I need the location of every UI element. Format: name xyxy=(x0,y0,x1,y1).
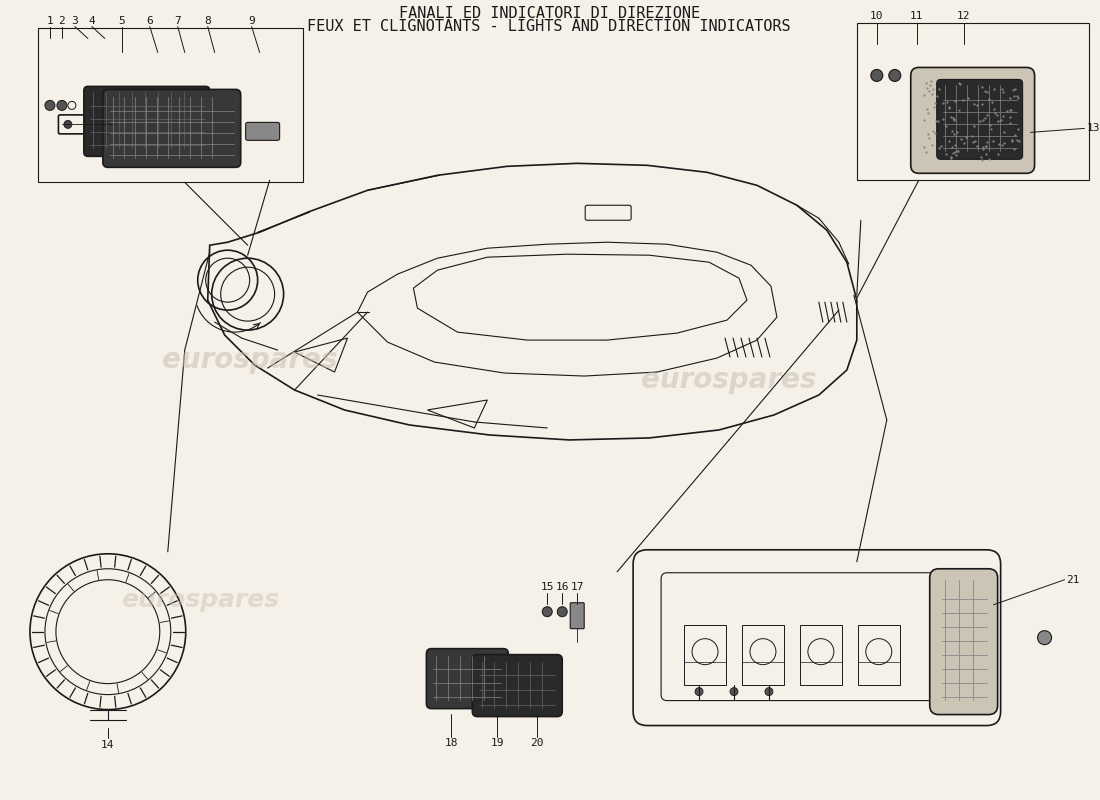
Bar xyxy=(742,625,784,685)
Text: 20: 20 xyxy=(530,738,544,747)
Circle shape xyxy=(889,70,901,82)
Text: 8: 8 xyxy=(205,15,211,26)
Circle shape xyxy=(695,688,703,695)
FancyBboxPatch shape xyxy=(472,654,562,717)
FancyBboxPatch shape xyxy=(911,67,1035,174)
Text: 14: 14 xyxy=(101,739,114,750)
Circle shape xyxy=(64,120,72,128)
Text: FANALI ED INDICATORI DI DIREZIONE: FANALI ED INDICATORI DI DIREZIONE xyxy=(398,6,700,21)
Text: eurospares: eurospares xyxy=(162,346,338,374)
Text: 5: 5 xyxy=(119,15,125,26)
Text: 19: 19 xyxy=(491,738,504,747)
FancyBboxPatch shape xyxy=(570,602,584,629)
FancyBboxPatch shape xyxy=(427,649,508,709)
Text: 7: 7 xyxy=(175,15,182,26)
Text: 13: 13 xyxy=(1087,123,1100,134)
Circle shape xyxy=(871,70,883,82)
Circle shape xyxy=(730,688,738,695)
Text: 6: 6 xyxy=(146,15,153,26)
Text: 4: 4 xyxy=(88,15,96,26)
Bar xyxy=(684,625,726,685)
Text: 21: 21 xyxy=(1067,574,1080,585)
Text: eurospares: eurospares xyxy=(641,366,816,394)
Text: FEUX ET CLIGNOTANTS - LIGHTS AND DIRECTION INDICATORS: FEUX ET CLIGNOTANTS - LIGHTS AND DIRECTI… xyxy=(307,18,791,34)
Text: 18: 18 xyxy=(444,738,458,747)
FancyBboxPatch shape xyxy=(930,569,998,714)
FancyBboxPatch shape xyxy=(84,86,210,156)
Bar xyxy=(800,625,842,685)
Text: 10: 10 xyxy=(870,10,883,21)
Circle shape xyxy=(542,606,552,617)
Text: 16: 16 xyxy=(556,582,569,592)
Circle shape xyxy=(57,101,67,110)
Text: 15: 15 xyxy=(540,582,554,592)
Text: 17: 17 xyxy=(571,582,584,592)
Text: 11: 11 xyxy=(910,10,924,21)
Bar xyxy=(858,625,900,685)
Text: 12: 12 xyxy=(957,10,970,21)
Text: 2: 2 xyxy=(58,15,65,26)
Text: 9: 9 xyxy=(249,15,255,26)
FancyBboxPatch shape xyxy=(245,122,279,140)
Bar xyxy=(37,27,302,182)
Circle shape xyxy=(764,688,773,695)
Text: 1: 1 xyxy=(46,15,53,26)
Circle shape xyxy=(45,101,55,110)
Text: eurospares: eurospares xyxy=(121,588,278,612)
FancyBboxPatch shape xyxy=(103,90,241,167)
Bar xyxy=(857,22,1089,180)
Text: 3: 3 xyxy=(72,15,78,26)
Circle shape xyxy=(1037,630,1052,645)
FancyBboxPatch shape xyxy=(937,79,1023,159)
Circle shape xyxy=(558,606,568,617)
